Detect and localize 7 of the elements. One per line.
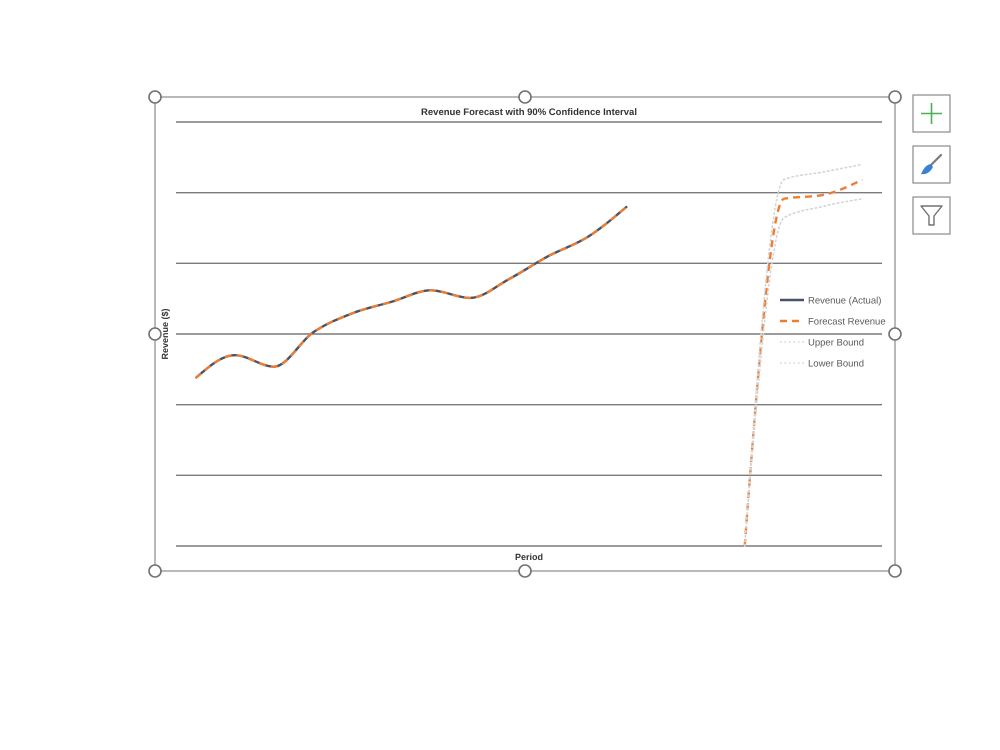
y-axis-title: Revenue ($) [160,308,170,360]
chart-title: Revenue Forecast with 90% Confidence Interval [421,107,637,118]
legend-label: Revenue (Actual) [808,295,882,306]
legend-label: Upper Bound [808,337,864,348]
legend-label: Forecast Revenue [808,316,886,328]
x-axis-title: Period [514,552,544,562]
legend-label: Lower Bound [808,358,864,370]
